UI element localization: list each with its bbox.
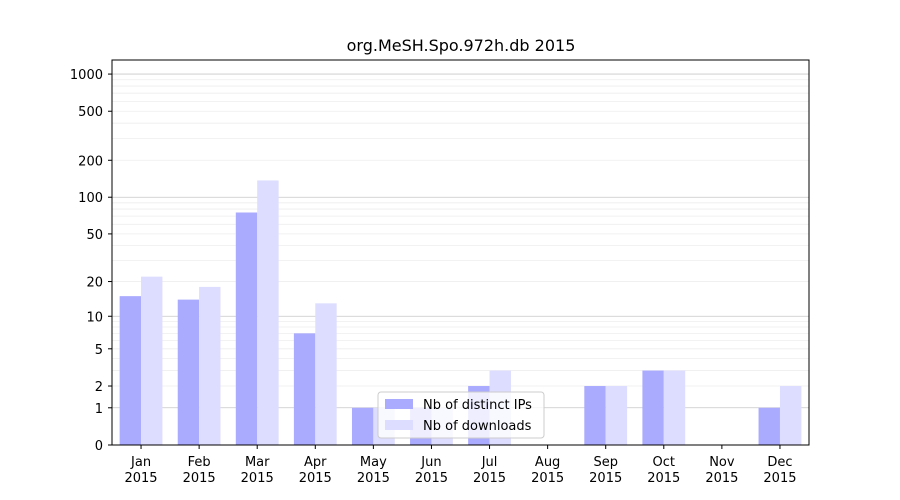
x-tick-label-year: 2015 — [647, 471, 680, 486]
bar-distinct-ips — [758, 407, 780, 445]
legend-frame — [377, 391, 545, 439]
bar-distinct-ips — [642, 370, 664, 445]
x-tick-label-year: 2015 — [415, 471, 448, 486]
x-tick-label-month: Sep — [593, 455, 618, 470]
bar-downloads — [663, 370, 686, 445]
x-tick-label-year: 2015 — [705, 471, 738, 486]
y-tick-label: 0 — [95, 439, 103, 454]
x-tick-label-month: Apr — [304, 455, 327, 470]
x-tick-label-year: 2015 — [299, 471, 332, 486]
bar-distinct-ips — [119, 296, 142, 445]
bar-distinct-ips — [177, 299, 200, 445]
x-tick-label-year: 2015 — [531, 471, 564, 486]
y-tick-label: 100 — [78, 191, 103, 206]
x-tick-label-year: 2015 — [241, 471, 274, 486]
x-tick-label-month: Mar — [245, 455, 270, 470]
x-tick-label-month: May — [360, 455, 387, 470]
bar-downloads — [257, 180, 279, 446]
bar-distinct-ips — [584, 386, 606, 445]
x-tick-label-month: Oct — [653, 455, 675, 470]
x-tick-label-month: Nov — [709, 455, 735, 470]
x-tick-label-year: 2015 — [473, 471, 506, 486]
x-tick-label-year: 2015 — [763, 471, 796, 486]
x-tick-label-month: Dec — [767, 455, 792, 470]
x-tick-label-year: 2015 — [357, 471, 390, 486]
y-tick-label: 1000 — [70, 68, 103, 83]
y-tick-label: 50 — [86, 228, 103, 243]
y-tick-label: 20 — [86, 276, 103, 291]
bar-downloads — [779, 386, 802, 445]
x-tick-label-year: 2015 — [124, 471, 157, 486]
x-tick-label-year: 2015 — [589, 471, 622, 486]
y-axis: 0 1 2 5 10 20 50 100 200 500 1000 — [70, 68, 112, 454]
plot-frame — [111, 59, 810, 446]
legend-swatch — [385, 399, 413, 409]
bar-distinct-ips — [235, 212, 258, 445]
x-tick-label-month: Jul — [481, 455, 498, 470]
chart-title: org.MeSH.Spo.972h.db 2015 — [347, 36, 576, 55]
bar-distinct-ips — [293, 333, 316, 445]
legend-label: Nb of downloads — [423, 419, 532, 434]
x-tick-label-month: Feb — [188, 455, 211, 470]
grid-layer — [112, 73, 809, 409]
x-tick-label-month: Jun — [420, 455, 441, 470]
legend-label: Nb of distinct IPs — [423, 398, 532, 413]
y-tick-label: 5 — [95, 343, 103, 358]
x-tick-label-month: Jan — [130, 455, 151, 470]
legend-swatch — [385, 420, 413, 430]
x-tick-label-year: 2015 — [183, 471, 216, 486]
legend: Nb of distinct IPs Nb of downloads — [377, 391, 545, 439]
x-tick-label-month: Aug — [535, 455, 560, 470]
bar-downloads — [141, 276, 163, 445]
y-tick-label: 10 — [86, 310, 103, 325]
bar-distinct-ips — [351, 407, 374, 445]
y-tick-label: 500 — [78, 105, 103, 120]
bar-downloads — [605, 386, 628, 445]
bar-downloads — [199, 286, 221, 445]
y-tick-label: 2 — [95, 380, 103, 395]
bar-downloads — [315, 303, 337, 445]
y-tick-label: 200 — [78, 154, 103, 169]
y-tick-label: 1 — [95, 402, 103, 417]
x-axis: Jan2015Feb2015Mar2015Apr2015May2015Jun20… — [124, 445, 797, 486]
